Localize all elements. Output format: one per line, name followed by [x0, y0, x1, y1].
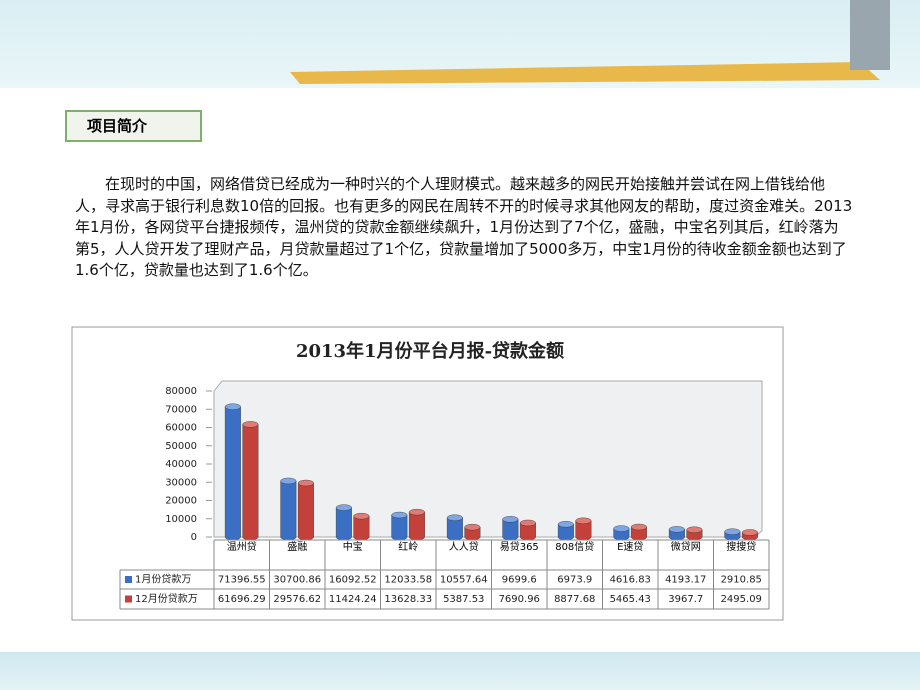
table-value: 6973.9 — [557, 575, 592, 586]
x-tick-label: 温州贷 — [226, 542, 257, 553]
bar — [297, 482, 314, 541]
legend-swatch — [125, 576, 132, 583]
table-value: 11424.24 — [329, 594, 377, 605]
table-value: 5387.53 — [443, 594, 484, 605]
bar-top — [557, 521, 574, 528]
x-category: 微贷网 — [670, 542, 701, 553]
table-value: 7690.96 — [499, 594, 540, 605]
bar-top — [575, 517, 592, 524]
x-tick-label: 中宝 — [342, 542, 363, 553]
x-tick-label: 易贷365 — [499, 542, 539, 553]
bar-top — [464, 523, 481, 531]
table-value: 8877.68 — [554, 594, 595, 605]
y-tick-label: 80000 — [165, 386, 197, 397]
x-category: 人人贷 — [448, 542, 479, 553]
top-banner — [0, 0, 920, 88]
table-value: 3967.7 — [668, 594, 703, 605]
table-value: 2495.09 — [721, 594, 762, 605]
bar-top — [224, 403, 241, 410]
table-value: 29576.62 — [273, 594, 321, 605]
legend-swatch — [125, 595, 132, 603]
x-category: 易贷365 — [499, 542, 539, 553]
table-value: 61696.29 — [218, 594, 266, 605]
table-value: 16092.52 — [329, 575, 377, 586]
y-tick-label: 50000 — [165, 441, 197, 452]
y-tick-label: 70000 — [165, 404, 197, 415]
table-value: 30700.86 — [273, 575, 321, 586]
bar-top — [408, 508, 425, 516]
x-category: 红岭 — [398, 542, 419, 553]
table-value: 4193.17 — [665, 575, 706, 586]
bar-top — [242, 421, 259, 428]
bar-top — [353, 512, 370, 520]
table-value: 12033.58 — [384, 575, 432, 586]
banner-decor — [290, 0, 890, 84]
x-tick-label: 微贷网 — [670, 542, 701, 553]
table-value: 9699.6 — [502, 575, 537, 586]
bar-top — [297, 479, 314, 487]
table-value: 2910.85 — [721, 575, 762, 586]
x-category: 搜搜贷 — [726, 542, 757, 553]
bar — [353, 515, 370, 541]
bar — [391, 514, 408, 541]
bar-top — [446, 514, 463, 521]
bar-top — [519, 519, 536, 527]
paragraph: 在现时的中国，网络借贷已经成为一种时兴的个人理财模式。越来越多的网民开始接触并尝… — [75, 175, 853, 279]
table-value: 5465.43 — [610, 594, 651, 605]
bottom-band — [0, 652, 920, 690]
y-tick-label: 30000 — [165, 477, 197, 488]
bar-top — [741, 529, 758, 536]
bar-top — [280, 477, 297, 485]
bar-top — [724, 528, 741, 535]
x-category: 中宝 — [342, 542, 363, 553]
x-category: 808信贷 — [555, 542, 595, 553]
chart-title: 2013年1月份平台月报-贷款金额 — [296, 340, 564, 362]
table-value: 10557.64 — [440, 575, 488, 586]
y-tick-label: 0 — [191, 532, 197, 543]
x-category: 温州贷 — [226, 542, 257, 553]
x-tick-label: 人人贷 — [448, 542, 479, 553]
bar — [224, 406, 241, 541]
bar-top — [502, 516, 519, 523]
plot-wall — [213, 380, 763, 538]
y-tick-label: 20000 — [165, 496, 197, 507]
bar-top — [335, 504, 352, 511]
bar-top — [686, 526, 703, 533]
x-tick-label: 红岭 — [398, 542, 419, 553]
bar — [335, 507, 352, 541]
y-tick-label: 40000 — [165, 459, 197, 470]
bar — [446, 517, 463, 541]
table-value: 71396.55 — [218, 575, 266, 586]
x-category: E速贷 — [617, 542, 644, 553]
table-value: 4616.83 — [610, 575, 651, 586]
bar — [242, 424, 259, 541]
x-category: 盛融 — [287, 542, 308, 553]
x-tick-label: 搜搜贷 — [726, 542, 757, 553]
x-tick-label: 808信贷 — [555, 542, 595, 553]
tower — [850, 0, 890, 70]
y-tick-label: 60000 — [165, 423, 197, 434]
y-tick-label: 10000 — [165, 514, 197, 525]
bar-top — [630, 523, 647, 531]
legend-label: 1月份贷款万 — [135, 573, 191, 586]
bar-top — [391, 511, 408, 519]
gold-strip — [290, 62, 880, 84]
bar-top — [668, 526, 685, 533]
x-tick-label: 盛融 — [287, 542, 308, 553]
section-title: 项目简介 — [65, 110, 202, 142]
x-tick-label: E速贷 — [617, 542, 644, 553]
bar — [408, 511, 425, 541]
bar — [280, 480, 297, 541]
table-value: 13628.33 — [384, 594, 432, 605]
bar-top — [613, 525, 630, 532]
legend-label: 12月份贷款万 — [135, 592, 198, 605]
